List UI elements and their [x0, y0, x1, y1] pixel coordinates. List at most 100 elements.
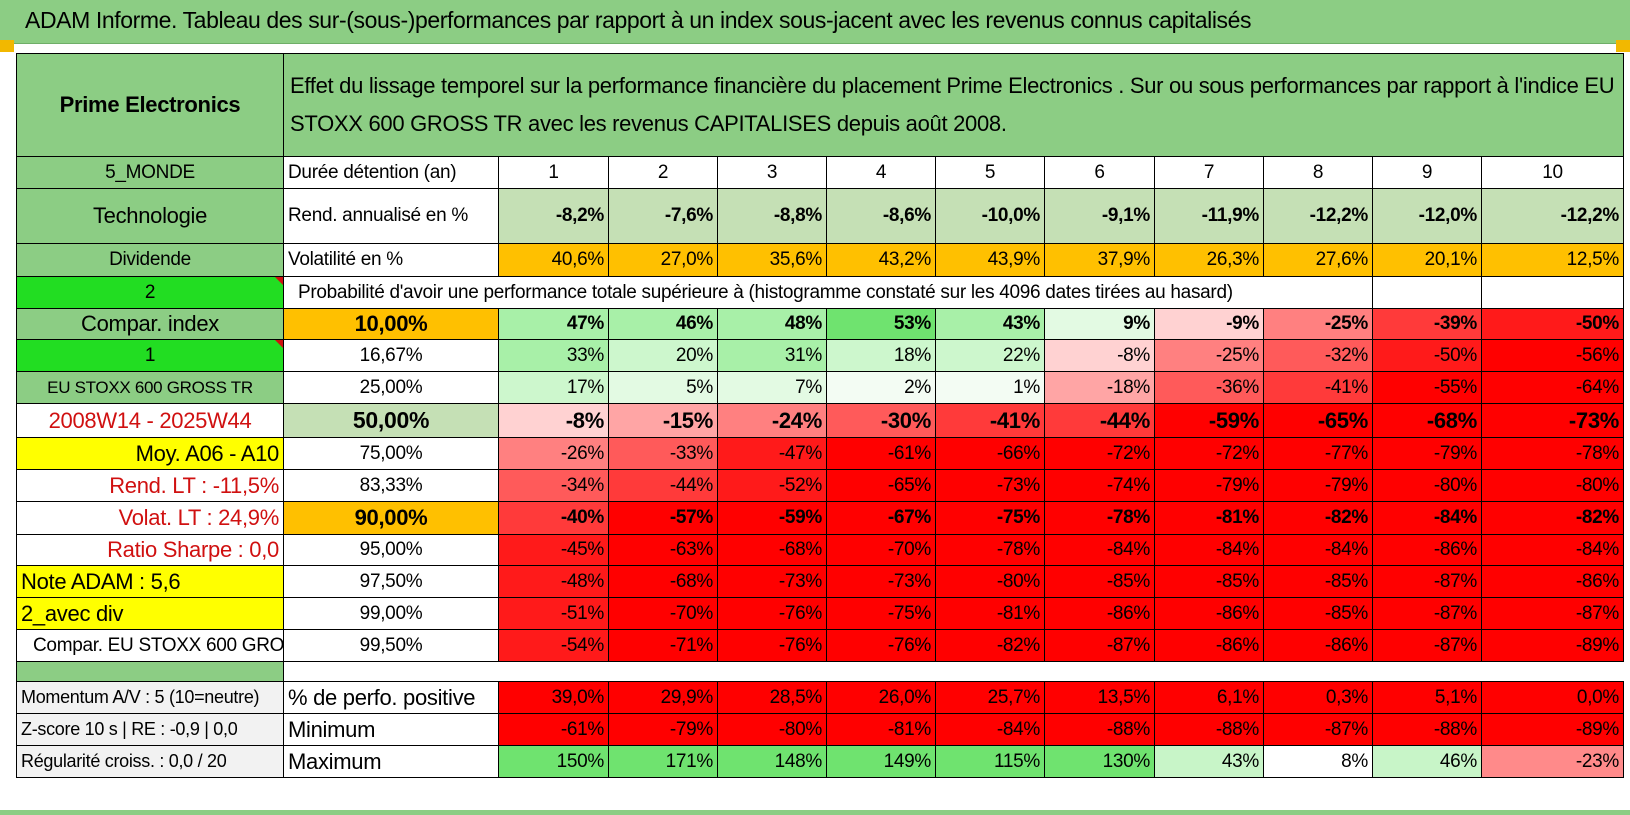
probability-value: -86% [1044, 597, 1155, 630]
probability-threshold: 97,50% [283, 565, 499, 598]
probability-value: -75% [935, 501, 1045, 535]
minimum-cell: -61% [498, 713, 609, 746]
probability-row: Volat. LT : 24,9% 90,00% -40% -57% -59% -67% -… [16, 501, 1625, 535]
probability-value: 22% [935, 339, 1045, 372]
probability-value: -39% [1372, 308, 1482, 340]
company-name: Prime Electronics [16, 53, 284, 157]
maximum-cell: 150% [498, 745, 609, 778]
volat-lt: Volat. LT : 24,9% [16, 501, 284, 535]
probability-value: -81% [935, 597, 1045, 630]
index-name: EU STOXX 600 GROSS TR [16, 371, 284, 404]
vol-cell: 40,6% [498, 243, 609, 277]
probability-value: -76% [717, 597, 827, 630]
spacer-green [16, 661, 284, 682]
sharpe: Ratio Sharpe : 0,0 [16, 534, 284, 566]
rend-cell: -8,2% [498, 188, 609, 244]
probability-value: 1% [935, 371, 1045, 404]
probability-value: 18% [826, 339, 936, 372]
probability-threshold: 50,00% [283, 403, 499, 438]
probability-value: -68% [608, 565, 718, 598]
probability-value: -72% [1044, 437, 1155, 470]
vol-cell: 37,9% [1044, 243, 1155, 277]
probability-value: -78% [1044, 501, 1155, 535]
vol-row: Dividende Volatilité en % 40,6% 27,0% 35… [16, 243, 1625, 277]
probability-value: -85% [1044, 565, 1155, 598]
probability-value: 33% [498, 339, 609, 372]
probability-value: -87% [1044, 629, 1155, 662]
probability-value: -52% [717, 469, 827, 502]
probability-row: 2008W14 - 2025W44 50,00% -8% -15% -24% -30% -4… [16, 403, 1625, 438]
probability-value: -65% [826, 469, 936, 502]
years-row: 5_MONDE Durée détention (an) 1 2 3 4 5 6… [16, 156, 1625, 189]
probability-value: 20% [608, 339, 718, 372]
probability-value: -51% [498, 597, 609, 630]
probability-value: -84% [1372, 501, 1482, 535]
probability-row: Note ADAM : 5,6 97,50% -48% -68% -73% -73% -80… [16, 565, 1625, 598]
probability-row: EU STOXX 600 GROSS TR 25,00% 17% 5% 7% 2% 1% -1… [16, 371, 1625, 404]
proba-caption: Probabilité d'avoir une performance tota… [283, 276, 1373, 309]
vol-cell: 26,3% [1154, 243, 1264, 277]
pct-pos-cell: 25,7% [935, 681, 1045, 714]
region-label: 5_MONDE [16, 156, 284, 189]
momentum-label: Momentum A/V : 5 (10=neutre) [16, 681, 284, 714]
compar-index-value: 1 [16, 339, 284, 372]
probability-value: -78% [935, 534, 1045, 566]
probability-value: -84% [1480, 534, 1625, 566]
probability-value: -65% [1263, 403, 1373, 438]
maximum-cell: 115% [935, 745, 1045, 778]
probability-value: -32% [1263, 339, 1373, 372]
probability-value: -8% [498, 403, 609, 438]
minimum-cell: -87% [1263, 713, 1373, 746]
compar-full: Compar. EU STOXX 600 GROSS TR [16, 629, 284, 662]
probability-value: -86% [1480, 565, 1625, 598]
vol-cell: 43,9% [935, 243, 1045, 277]
probability-value: -50% [1372, 339, 1482, 372]
probability-value: -85% [1154, 565, 1264, 598]
probability-value: -67% [826, 501, 936, 535]
probability-value: -80% [1480, 469, 1625, 502]
dividend-value: 2 [16, 276, 284, 309]
year-cell: 4 [826, 156, 936, 189]
year-cell: 1 [498, 156, 609, 189]
pct-pos-cell: 13,5% [1044, 681, 1155, 714]
rend-cell: -8,6% [826, 188, 936, 244]
corner-marker-right [1616, 40, 1630, 52]
minimum-cell: -80% [717, 713, 827, 746]
stats-row: Momentum A/V : 5 (10=neutre)% de perfo. … [16, 681, 1625, 714]
probability-value: -68% [717, 534, 827, 566]
moy-label: Moy. A06 - A10 [16, 437, 284, 470]
probability-value: -79% [1263, 469, 1373, 502]
note-adam: Note ADAM : 5,6 [16, 565, 284, 598]
probability-row: Ratio Sharpe : 0,0 95,00% -45% -63% -68% -70%… [16, 534, 1625, 566]
pct-pos-cell: 0,3% [1263, 681, 1373, 714]
probability-value: -55% [1372, 371, 1482, 404]
probability-threshold: 99,50% [283, 629, 499, 662]
year-cell: 3 [717, 156, 827, 189]
probability-value: 47% [498, 308, 609, 340]
probability-value: -40% [498, 501, 609, 535]
compar-index-label: Compar. index [16, 308, 284, 340]
probability-value: -73% [1480, 403, 1625, 438]
stats-row: Z-score 10 s | RE : -0,9 | 0,0 Minimum -61… [16, 713, 1625, 746]
probability-threshold: 99,00% [283, 597, 499, 630]
probability-value: 31% [717, 339, 827, 372]
performance-table: Prime Electronics Effet du lissage tempo… [16, 53, 1625, 778]
probability-threshold: 10,00% [283, 308, 499, 340]
description: Effet du lissage temporel sur la perform… [282, 53, 1625, 157]
probability-value: -44% [1044, 403, 1155, 438]
year-cell: 5 [935, 156, 1045, 189]
probability-value: -41% [1263, 371, 1373, 404]
probability-value: -73% [826, 565, 936, 598]
probability-value: -36% [1154, 371, 1264, 404]
probability-value: -57% [608, 501, 718, 535]
performance-sheet: Prime Electronics Effet du lissage tempo… [16, 53, 1625, 807]
rend-cell: -11,9% [1154, 188, 1264, 244]
probability-value: 9% [1044, 308, 1155, 340]
zscore-label: Z-score 10 s | RE : -0,9 | 0,0 [16, 713, 284, 746]
probability-row: Moy. A06 - A10 75,00% -26% -33% -47% -61% -66%… [16, 437, 1625, 470]
year-cell: 10 [1480, 156, 1625, 189]
year-cell: 2 [608, 156, 718, 189]
probability-value: -85% [1263, 565, 1373, 598]
maximum-cell: 46% [1372, 745, 1482, 778]
probability-value: -47% [717, 437, 827, 470]
